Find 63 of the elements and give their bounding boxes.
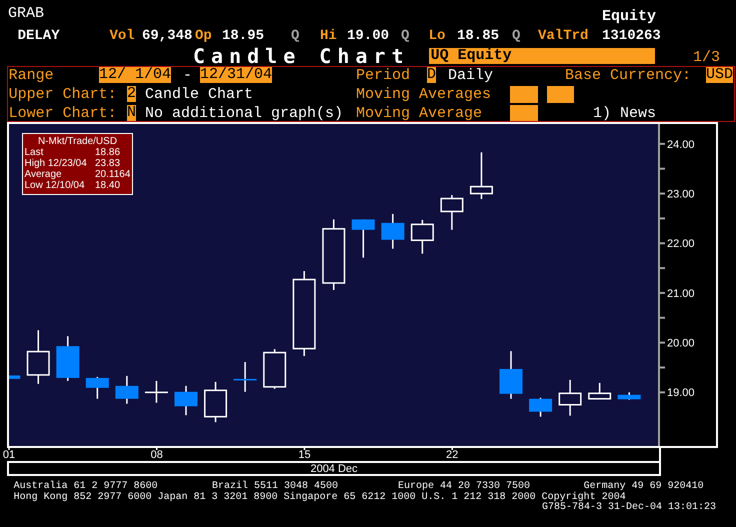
text: Q	[401, 28, 410, 44]
y-tick-label: 20.00	[667, 338, 695, 350]
text: N	[127, 104, 136, 121]
y-tick-label: 24.00	[667, 138, 695, 151]
text: GRAB	[8, 4, 44, 22]
text: Period	[356, 66, 410, 84]
annotation: 18.86	[95, 146, 120, 158]
text: Europe 44 20 7330 7500	[398, 481, 530, 492]
text: Hong Kong 852 2977 6000 Japan 81 3 3201 8900 Singapore 65 6212 1000 U.S. 1 212 318 2000 Copyright 2004	[14, 492, 626, 503]
text: 1) News	[593, 104, 656, 122]
text: UQ Equity	[428, 47, 655, 64]
text: 19.00	[347, 28, 390, 44]
text: 2	[127, 85, 136, 102]
x-axis-title: 2004 Dec	[9, 462, 659, 476]
text: Moving Averages	[356, 86, 492, 102]
text: DELAY	[18, 28, 60, 44]
text: 1310263	[602, 28, 661, 44]
y-tick-label: 19.00	[667, 387, 695, 400]
text: Lo	[428, 28, 446, 44]
text: Hi	[320, 28, 337, 44]
annotation: 23.83	[95, 158, 120, 170]
text: 1/3	[693, 48, 720, 66]
text: Upper Chart:	[8, 86, 117, 102]
text: Candle Chart	[145, 86, 254, 102]
text: No additional graph(s)	[145, 104, 344, 122]
text: Q	[512, 28, 520, 44]
annotation: N-Mkt/Trade/USD	[38, 136, 118, 148]
chart-title: Candle Chart	[193, 44, 410, 68]
text: USD	[706, 66, 734, 83]
text: Range	[8, 66, 54, 84]
text: ValTrd	[538, 28, 588, 44]
text: Lower Chart:	[8, 104, 117, 122]
annotation: High 12/23/04	[24, 158, 87, 170]
text: Germany 49 69 920410	[584, 481, 704, 492]
text: Vol	[110, 28, 135, 44]
text: 18.85	[457, 28, 500, 44]
x-tick-label: 08	[150, 448, 163, 461]
x-tick-label: 15	[298, 448, 311, 461]
y-tick-label: 23.00	[667, 188, 695, 200]
x-tick-label: 22	[446, 448, 458, 461]
y-tick-label: 22.00	[667, 238, 695, 250]
text: 12/31/04	[200, 66, 272, 83]
text: Base Currency:	[565, 66, 692, 84]
text: G785-784-3 31-Dec-04 13:01:23	[542, 502, 716, 514]
annotation: 20.1164	[95, 168, 130, 180]
text: Brazil 5511 3048 4500	[212, 481, 338, 492]
annotation: 18.40	[95, 180, 120, 192]
text: Equity	[602, 8, 656, 24]
text: Australia 61 2 9777 8600	[14, 481, 158, 492]
text: -	[183, 66, 192, 84]
annotation: Average	[24, 168, 62, 180]
y-tick-label: 21.00	[667, 288, 695, 300]
text: 18.95	[222, 28, 264, 44]
text: Op	[195, 28, 212, 44]
text: Daily	[448, 66, 494, 84]
text: 12/ 1/04	[99, 66, 172, 83]
text: Moving Average	[356, 104, 482, 122]
annotation: Last	[24, 146, 44, 158]
text: Q	[291, 28, 300, 44]
x-tick-label: 01	[2, 448, 16, 461]
text: 69,348	[142, 28, 192, 44]
text: D	[427, 66, 436, 83]
annotation: Low 12/10/04	[24, 180, 85, 192]
